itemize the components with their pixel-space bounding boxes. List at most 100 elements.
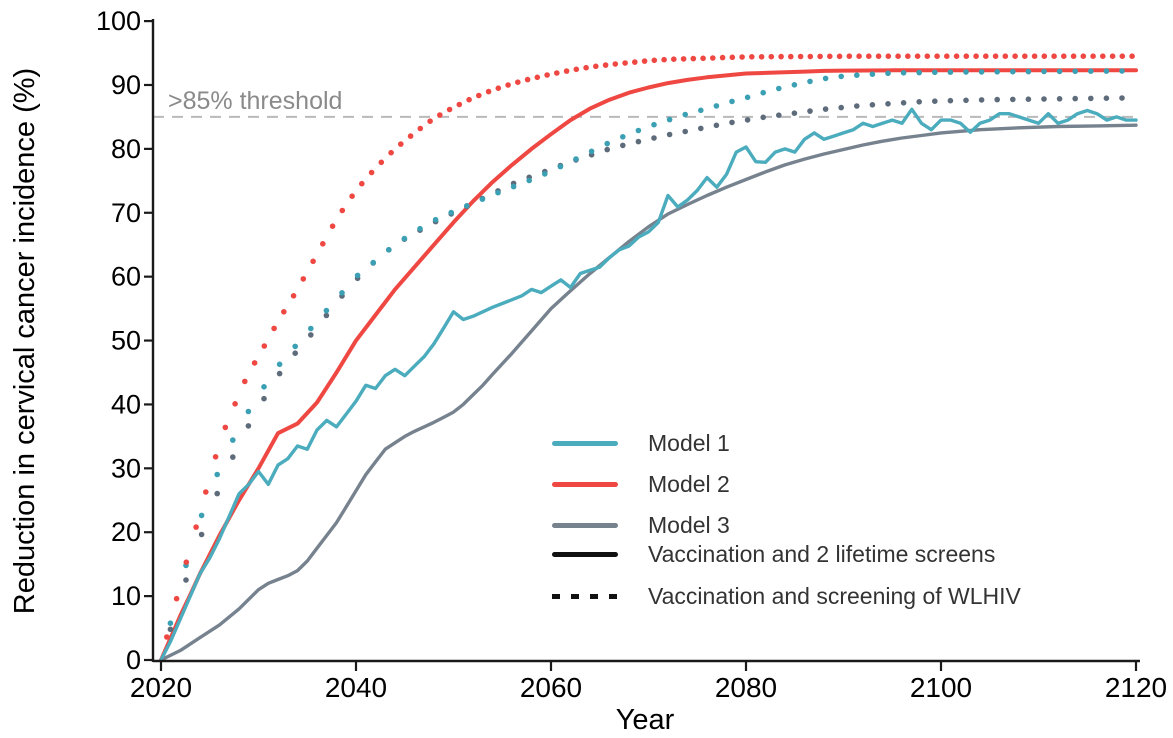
data-dot bbox=[292, 343, 299, 350]
data-dot bbox=[214, 490, 220, 497]
data-dot bbox=[776, 112, 782, 118]
data-dot bbox=[466, 96, 472, 103]
data-dot bbox=[1088, 68, 1094, 74]
y-tick-label: 60 bbox=[111, 262, 141, 292]
data-dot bbox=[1041, 53, 1048, 59]
data-dot bbox=[776, 85, 782, 92]
data-dot bbox=[797, 53, 804, 60]
data-dot bbox=[515, 79, 521, 85]
data-dot bbox=[744, 117, 751, 123]
data-dot bbox=[836, 53, 843, 60]
data-dot bbox=[953, 53, 960, 59]
legend-item-model-1: Model 1 bbox=[552, 430, 730, 456]
data-dot bbox=[310, 258, 316, 265]
y-tick-label: 30 bbox=[111, 453, 141, 483]
data-dot bbox=[992, 53, 999, 59]
legend-label: Model 2 bbox=[648, 470, 730, 497]
data-dot bbox=[604, 140, 610, 147]
data-dot bbox=[661, 56, 667, 63]
data-dot bbox=[729, 54, 736, 61]
series-line-model2-solid bbox=[159, 68, 1138, 662]
x-tick-label: 2040 bbox=[325, 672, 387, 703]
y-tick-label: 50 bbox=[111, 326, 141, 356]
solid-line-swatch-icon bbox=[552, 522, 618, 528]
data-dot bbox=[1061, 53, 1067, 59]
data-dot bbox=[271, 325, 277, 332]
data-dot bbox=[620, 142, 626, 149]
data-dot bbox=[534, 74, 541, 81]
data-dot bbox=[214, 471, 220, 478]
data-dot bbox=[924, 53, 931, 59]
data-dot bbox=[1103, 68, 1110, 74]
data-dot bbox=[212, 454, 219, 460]
data-dot bbox=[666, 131, 673, 138]
data-dot bbox=[788, 53, 794, 60]
data-dot bbox=[485, 88, 492, 95]
data-dot bbox=[378, 159, 385, 166]
dotted-line-swatch-icon bbox=[552, 593, 618, 599]
data-dot bbox=[875, 53, 882, 59]
data-dot bbox=[183, 559, 190, 565]
data-dot bbox=[778, 53, 784, 60]
data-dot bbox=[856, 53, 862, 59]
data-dot bbox=[292, 350, 299, 357]
y-tick-label: 10 bbox=[111, 581, 141, 611]
data-dot bbox=[934, 53, 940, 59]
data-dot bbox=[602, 62, 609, 68]
data-dot bbox=[300, 276, 307, 282]
data-dot bbox=[401, 235, 408, 242]
data-dot bbox=[1072, 68, 1078, 75]
legend-label: Vaccination and screening of WLHIV bbox=[648, 582, 1021, 609]
data-dot bbox=[1041, 96, 1047, 102]
data-dot bbox=[1072, 95, 1078, 102]
data-dot bbox=[230, 454, 236, 460]
data-dot bbox=[510, 183, 517, 190]
data-dot bbox=[651, 57, 658, 64]
data-dot bbox=[1119, 95, 1125, 101]
data-dot bbox=[666, 116, 673, 123]
legend-item-vaccination-and-screening-of-wlhiv: Vaccination and screening of WLHIV bbox=[552, 583, 1021, 609]
data-dot bbox=[349, 193, 355, 199]
threshold-label: >85% threshold bbox=[168, 87, 342, 115]
data-dot bbox=[604, 146, 610, 153]
data-dot bbox=[729, 119, 735, 126]
data-dot bbox=[281, 309, 287, 315]
data-dot bbox=[1129, 53, 1135, 59]
data-dot bbox=[963, 97, 969, 104]
data-dot bbox=[710, 55, 716, 61]
data-dot bbox=[895, 53, 901, 59]
data-dot bbox=[464, 203, 470, 209]
data-dot bbox=[682, 111, 688, 118]
data-dot bbox=[407, 133, 414, 139]
solid-line-swatch-icon bbox=[552, 481, 618, 487]
data-dot bbox=[495, 189, 501, 196]
data-dot bbox=[1041, 68, 1047, 75]
data-dot bbox=[354, 272, 361, 279]
data-dot bbox=[245, 423, 252, 429]
data-dot bbox=[1080, 53, 1087, 59]
legend-label: Model 1 bbox=[648, 429, 730, 456]
data-dot bbox=[479, 196, 486, 202]
data-dot bbox=[242, 378, 248, 385]
data-dot bbox=[817, 53, 823, 60]
data-dot bbox=[563, 68, 570, 74]
data-dot bbox=[198, 531, 205, 538]
data-dot bbox=[370, 259, 377, 266]
data-dot bbox=[417, 225, 423, 232]
y-tick-label: 90 bbox=[111, 70, 141, 100]
x-axis-title: Year bbox=[616, 704, 675, 736]
data-dot bbox=[932, 69, 938, 76]
data-dot bbox=[544, 72, 550, 78]
data-dot bbox=[827, 53, 833, 60]
series-line-model1-solid bbox=[159, 107, 1138, 662]
data-dot bbox=[963, 69, 969, 75]
data-dot bbox=[963, 53, 970, 59]
data-dot bbox=[612, 61, 619, 67]
data-dot bbox=[167, 626, 174, 633]
data-dot bbox=[1010, 68, 1016, 75]
data-dot bbox=[854, 103, 860, 109]
data-dot bbox=[1088, 95, 1094, 102]
data-dot bbox=[1119, 53, 1126, 59]
data-dot bbox=[193, 524, 199, 530]
